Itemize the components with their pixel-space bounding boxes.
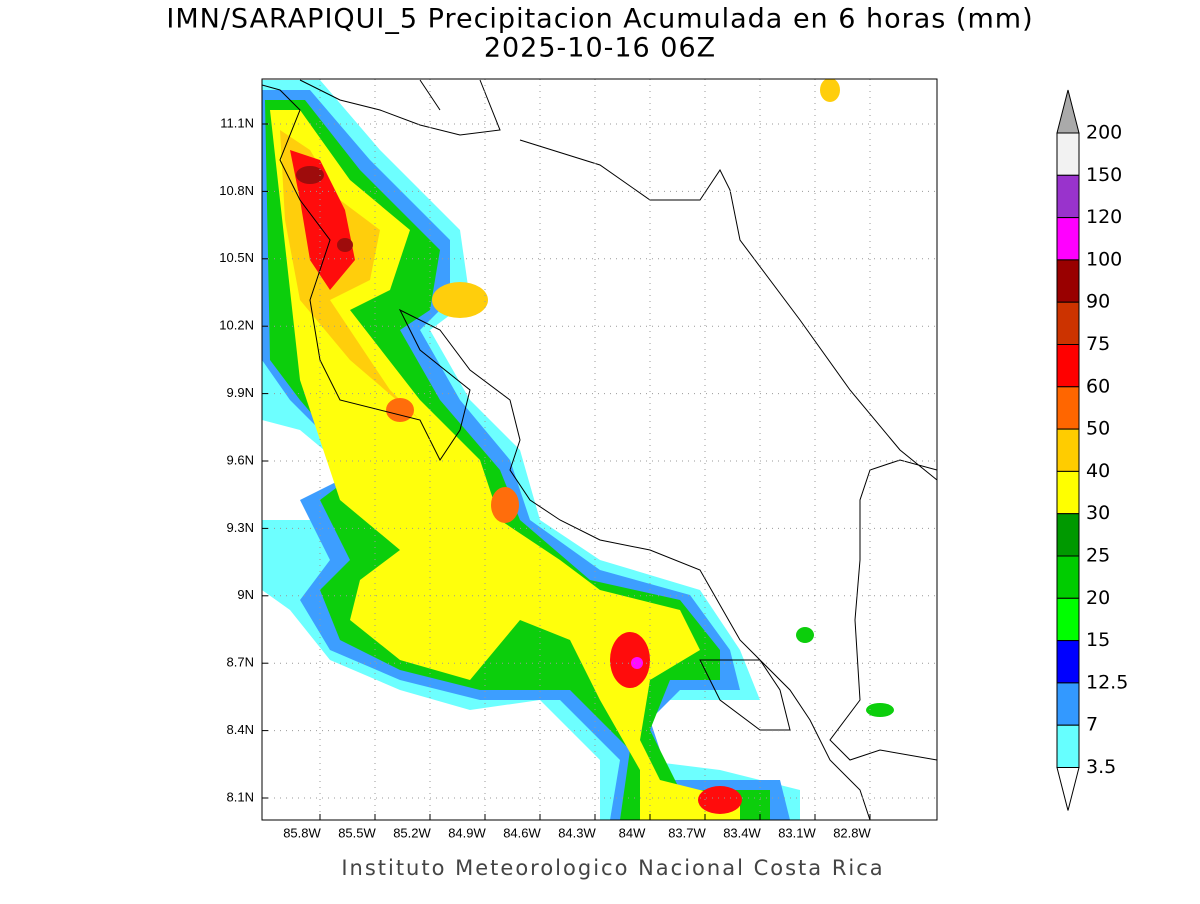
lon-label: 83.4W xyxy=(723,825,761,840)
lat-label: 11.1N xyxy=(220,115,254,130)
colorbar-box xyxy=(1056,386,1080,430)
colorbar-box xyxy=(1056,344,1080,388)
colorbar-box xyxy=(1056,597,1080,642)
lon-label: 82.8W xyxy=(833,825,871,840)
colorbar-box xyxy=(1056,513,1080,557)
colorbar-label: 60 xyxy=(1086,375,1110,397)
lat-label: 8.1N xyxy=(227,789,254,804)
lon-label: 84.6W xyxy=(503,825,541,840)
colorbar-box xyxy=(1056,259,1080,303)
colorbar-box xyxy=(1056,555,1080,599)
colorbar-label: 50 xyxy=(1086,418,1110,440)
colorbar-box xyxy=(1056,724,1080,769)
colorbar-label: 40 xyxy=(1086,460,1110,482)
colorbar-label: 200 xyxy=(1086,122,1122,144)
lat-label: 10.5N xyxy=(219,250,254,265)
colorbar-under xyxy=(1056,767,1080,811)
coastline xyxy=(262,79,937,820)
colorbar-box xyxy=(1056,301,1080,346)
colorbar-label: 150 xyxy=(1086,164,1122,186)
lat-label: 9.6N xyxy=(227,452,254,467)
lat-label: 9.9N xyxy=(227,385,254,400)
colorbar-label: 12.5 xyxy=(1086,671,1128,693)
colorbar-box xyxy=(1056,428,1080,472)
lon-label: 83.1W xyxy=(778,825,816,840)
colorbar-label: 75 xyxy=(1086,333,1110,355)
lon-label: 84W xyxy=(619,825,646,840)
colorbar-label: 100 xyxy=(1086,248,1122,270)
map-frame xyxy=(261,78,938,821)
lon-label: 85.2W xyxy=(393,825,431,840)
lat-label: 10.2N xyxy=(219,318,254,333)
lon-label: 84.9W xyxy=(448,825,486,840)
colorbar-box xyxy=(1056,682,1080,726)
subtitle: 2025-10-16 06Z xyxy=(484,33,716,64)
colorbar-box xyxy=(1056,217,1080,261)
colorbar-box xyxy=(1056,640,1080,684)
lat-label: 9N xyxy=(237,587,254,602)
colorbar-label: 120 xyxy=(1086,206,1122,228)
lat-label: 10.8N xyxy=(219,183,254,198)
colorbar-label: 90 xyxy=(1086,291,1110,313)
colorbar-box xyxy=(1056,132,1080,176)
colorbar-label: 25 xyxy=(1086,545,1110,567)
lon-label: 85.5W xyxy=(338,825,376,840)
title: IMN/SARAPIQUI_5 Precipitacion Acumulada … xyxy=(166,4,1033,35)
colorbar-over xyxy=(1056,89,1080,134)
lat-label: 8.7N xyxy=(227,655,254,670)
graticule: 11.1N 10.8N 10.5N 10.2N 9.9N 9.6N 9.3N 9N 8.7N 8.… xyxy=(219,79,937,840)
lat-label: 8.4N xyxy=(227,722,254,737)
colorbar-label: 20 xyxy=(1086,587,1110,609)
precip-field xyxy=(262,79,894,820)
colorbar-label: 7 xyxy=(1086,714,1098,736)
colorbar: 200 150 120 100 90 75 60 50 40 30 25 20 15 12.5 7 3.5 xyxy=(1056,89,1128,811)
colorbar-box xyxy=(1056,174,1080,219)
lat-label: 9.3N xyxy=(227,520,254,535)
footer: Instituto Meteorologico Nacional Costa R… xyxy=(341,856,884,880)
lon-label: 83.7W xyxy=(668,825,706,840)
colorbar-label: 3.5 xyxy=(1086,756,1116,778)
colorbar-label: 15 xyxy=(1086,629,1110,651)
colorbar-box xyxy=(1056,470,1080,515)
colorbar-label: 30 xyxy=(1086,502,1110,524)
lon-label: 84.3W xyxy=(558,825,596,840)
lon-label: 85.8W xyxy=(283,825,321,840)
